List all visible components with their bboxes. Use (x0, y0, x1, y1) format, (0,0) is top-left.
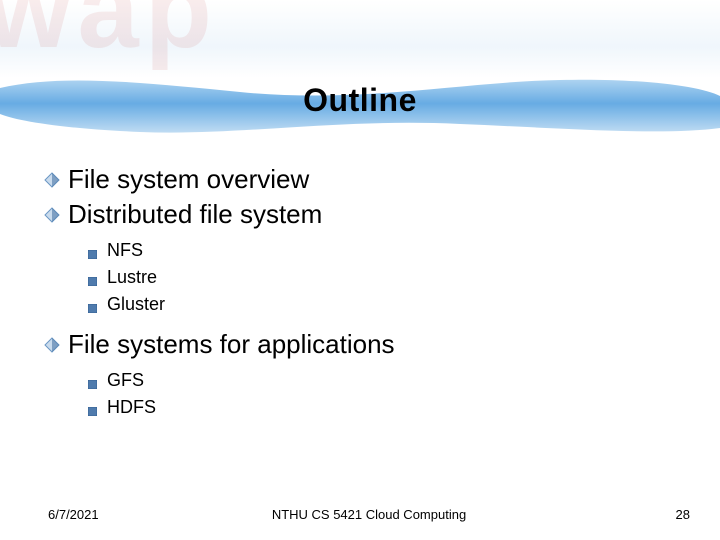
diamond-bullet-icon (44, 172, 60, 188)
square-bullet-icon (88, 376, 97, 385)
bullet-l2: Gluster (88, 294, 680, 315)
bullet-l2: HDFS (88, 397, 680, 418)
bullet-l1-text: File system overview (68, 164, 309, 195)
slide-title: Outline (0, 82, 720, 119)
diamond-bullet-icon (44, 207, 60, 223)
sub-bullet-group: GFS HDFS (88, 370, 680, 418)
bullet-l1: File systems for applications (44, 329, 680, 360)
bullet-l2: Lustre (88, 267, 680, 288)
square-bullet-icon (88, 403, 97, 412)
diamond-bullet-icon (44, 337, 60, 353)
bullet-l2: GFS (88, 370, 680, 391)
square-bullet-icon (88, 246, 97, 255)
bullet-l2-text: Lustre (107, 267, 157, 288)
bullet-l2-text: NFS (107, 240, 143, 261)
square-bullet-icon (88, 300, 97, 309)
footer-course: NTHU CS 5421 Cloud Computing (48, 507, 690, 522)
bullet-l1: Distributed file system (44, 199, 680, 230)
square-bullet-icon (88, 273, 97, 282)
slide-footer: 6/7/2021 NTHU CS 5421 Cloud Computing 28 (48, 507, 690, 522)
watermark-text: wap (0, 0, 218, 73)
bullet-l2-text: Gluster (107, 294, 165, 315)
bullet-l1-text: File systems for applications (68, 329, 395, 360)
bullet-l2-text: HDFS (107, 397, 156, 418)
slide-body: File system overview Distributed file sy… (44, 160, 680, 432)
bullet-l1: File system overview (44, 164, 680, 195)
sub-bullet-group: NFS Lustre Gluster (88, 240, 680, 315)
bullet-l2: NFS (88, 240, 680, 261)
bullet-l2-text: GFS (107, 370, 144, 391)
bullet-l1-text: Distributed file system (68, 199, 322, 230)
